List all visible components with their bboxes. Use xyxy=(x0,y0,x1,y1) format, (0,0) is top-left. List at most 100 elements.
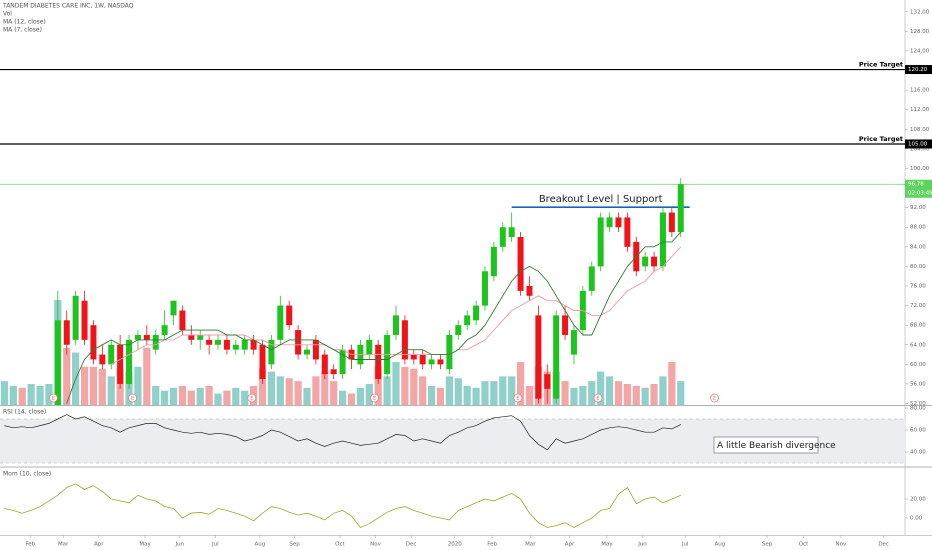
candle-body xyxy=(232,344,239,350)
rsi-tick-label: 80.00 xyxy=(910,405,926,411)
volume-bar xyxy=(392,362,400,405)
volume-bar xyxy=(668,362,676,405)
x-tick-label: Jul xyxy=(211,542,219,548)
candle-body xyxy=(277,305,284,340)
price-tag xyxy=(905,139,932,149)
annotation: A little Bearish divergence xyxy=(717,441,836,451)
candle-body xyxy=(624,217,631,247)
earnings-label: E xyxy=(250,396,253,402)
y-tick-label: 112.00 xyxy=(910,107,930,113)
candle-body xyxy=(81,300,88,340)
x-tick-label: Oct xyxy=(799,542,809,548)
volume-bar xyxy=(508,376,516,405)
volume-bar xyxy=(98,368,106,405)
volume-bar xyxy=(169,387,178,405)
volume-bar xyxy=(161,390,169,405)
earnings-marker xyxy=(49,393,58,403)
annotation-box xyxy=(713,436,819,454)
volume-bar xyxy=(588,381,596,405)
volume-bar xyxy=(597,371,605,405)
ma-line xyxy=(66,231,682,404)
candle-body xyxy=(642,256,649,267)
price-target-label: Price Target xyxy=(859,135,903,143)
volume-bar xyxy=(0,381,9,405)
candle-body xyxy=(481,271,488,306)
volume-bar xyxy=(9,385,17,405)
rsi-label: RSI (14, close) xyxy=(3,409,46,416)
volume-bar xyxy=(214,393,222,405)
volume-bar xyxy=(223,390,231,405)
earnings-marker xyxy=(247,393,257,403)
volume-bar xyxy=(650,384,658,405)
x-tick-label: May xyxy=(139,542,151,548)
x-tick-label: Nov xyxy=(370,542,381,548)
candle-body xyxy=(606,217,613,228)
candle-body xyxy=(473,305,480,321)
candle-body xyxy=(330,369,337,375)
candle-body xyxy=(152,334,159,350)
candle-body xyxy=(615,217,622,228)
candle-body xyxy=(375,344,382,380)
volume-bar xyxy=(134,366,142,405)
volume-bar xyxy=(579,385,587,405)
y-tick-label: 124.00 xyxy=(910,48,930,54)
volume-bar xyxy=(605,376,614,405)
legend-entry: MA (12, close) xyxy=(3,19,46,26)
price-target-label: Price Target xyxy=(859,61,903,69)
candle-body xyxy=(419,354,426,365)
volume-label: Vol xyxy=(3,11,12,18)
candle-body xyxy=(108,344,115,365)
volume-bar xyxy=(45,384,53,405)
price-tag xyxy=(905,65,932,75)
volume-bar xyxy=(330,381,338,405)
candle-body xyxy=(161,325,168,335)
earnings-marker xyxy=(710,393,719,403)
rsi-tick-label: 40.00 xyxy=(910,450,926,456)
candle-body xyxy=(597,217,604,267)
candle-body xyxy=(517,237,524,291)
candle-body xyxy=(215,339,222,345)
volume-bar xyxy=(27,384,35,405)
y-tick-label: 88.00 xyxy=(910,225,926,231)
volume-bar xyxy=(258,368,267,405)
volume-bar xyxy=(490,381,498,405)
volume-bar xyxy=(481,381,489,405)
volume-bar xyxy=(525,385,534,405)
candle-body xyxy=(286,305,293,326)
x-tick-label: Sep xyxy=(289,542,300,548)
rsi-line xyxy=(4,414,681,451)
candle-body xyxy=(1,477,7,482)
candle-body xyxy=(677,184,684,233)
candle-body xyxy=(90,325,97,360)
earnings-label: E xyxy=(713,396,716,402)
volume-bar xyxy=(677,381,685,405)
x-tick-label: Mar xyxy=(58,542,69,548)
y-tick-label: 72.00 xyxy=(910,303,926,309)
candle-body xyxy=(223,339,230,350)
volume-bar xyxy=(285,378,293,405)
x-tick-label: Aug xyxy=(715,542,726,548)
earnings-label: E xyxy=(52,396,55,402)
volume-bar xyxy=(410,368,418,405)
candle-body xyxy=(428,359,435,365)
y-tick-label: 60.00 xyxy=(910,362,926,368)
volume-bar xyxy=(143,347,151,405)
candle-body xyxy=(126,339,133,384)
earnings-marker xyxy=(593,393,603,403)
volume-bar xyxy=(427,385,436,405)
volume-bar xyxy=(374,366,382,405)
volume-bar xyxy=(614,381,623,405)
x-tick-label: Sep xyxy=(762,542,773,548)
earnings-label: E xyxy=(373,396,376,402)
countdown: 02:03:49 xyxy=(908,191,932,197)
mom-tick-label: 0.00 xyxy=(910,515,923,521)
volume-bar xyxy=(303,387,311,405)
candle-body xyxy=(366,339,373,355)
volume-bar xyxy=(205,385,213,405)
x-tick-label: Apr xyxy=(94,542,104,548)
candle-body xyxy=(668,212,675,233)
candle-body xyxy=(562,315,569,335)
x-tick-label: Apr xyxy=(565,542,575,548)
x-tick-label: Jun xyxy=(637,542,647,548)
